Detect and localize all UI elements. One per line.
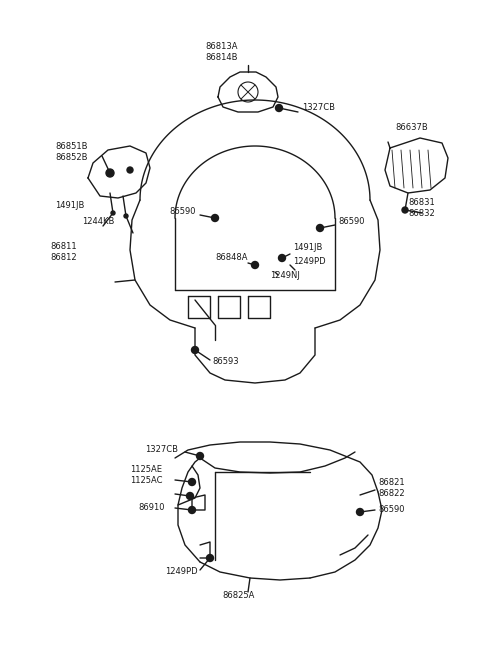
- Text: 86825A: 86825A: [222, 591, 254, 599]
- Circle shape: [111, 211, 115, 215]
- Text: 86848A: 86848A: [216, 253, 248, 263]
- Text: 86910: 86910: [138, 504, 165, 512]
- Text: 86590: 86590: [338, 217, 364, 227]
- Text: 1249NJ: 1249NJ: [270, 271, 300, 280]
- Circle shape: [192, 346, 199, 354]
- Circle shape: [276, 105, 283, 111]
- Circle shape: [187, 493, 193, 500]
- Text: 86590: 86590: [378, 506, 405, 514]
- Circle shape: [252, 261, 259, 269]
- Text: 1249PD: 1249PD: [293, 257, 325, 267]
- Circle shape: [106, 169, 114, 177]
- Text: 1244KB: 1244KB: [82, 217, 114, 227]
- Text: 86590: 86590: [169, 208, 196, 217]
- Text: 86851B
86852B: 86851B 86852B: [55, 142, 87, 162]
- Circle shape: [189, 479, 195, 485]
- Text: 1491JB: 1491JB: [55, 200, 84, 210]
- Text: 1125AE
1125AC: 1125AE 1125AC: [130, 465, 163, 485]
- Circle shape: [316, 225, 324, 231]
- Circle shape: [278, 255, 286, 261]
- Text: 1249PD: 1249PD: [165, 567, 198, 576]
- Text: 86821
86822: 86821 86822: [378, 478, 405, 498]
- Circle shape: [189, 506, 195, 514]
- Circle shape: [124, 214, 128, 218]
- Text: 1491JB: 1491JB: [293, 244, 323, 252]
- Text: 86811
86812: 86811 86812: [50, 242, 77, 262]
- Circle shape: [206, 555, 214, 561]
- Circle shape: [357, 508, 363, 515]
- Text: 1327CB: 1327CB: [302, 103, 335, 113]
- Text: 86637B: 86637B: [395, 124, 428, 132]
- Text: 86593: 86593: [212, 358, 239, 367]
- Text: 86831
86832: 86831 86832: [408, 198, 435, 217]
- Circle shape: [127, 167, 133, 173]
- Circle shape: [196, 453, 204, 460]
- Text: 86813A
86814B: 86813A 86814B: [206, 43, 238, 62]
- Text: 1327CB: 1327CB: [145, 445, 178, 455]
- Circle shape: [402, 207, 408, 213]
- Circle shape: [212, 214, 218, 221]
